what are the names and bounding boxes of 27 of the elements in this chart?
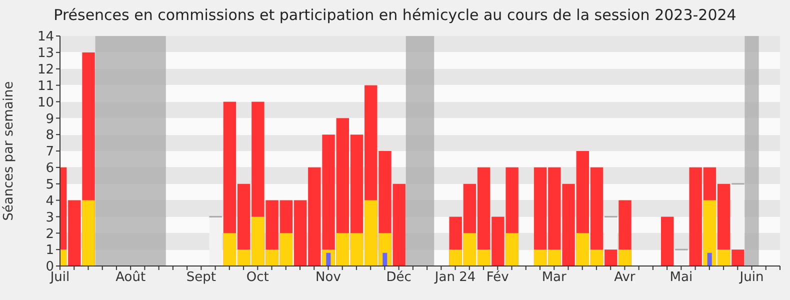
x-tick-label: Oct [246,270,269,286]
y-axis-title: Séances par semaine [2,81,17,221]
x-tick-label: Avr [614,270,636,286]
y-tick-label: 3 [46,210,54,226]
x-tick-label: Fév [486,270,510,286]
chart-title: Présences en commissions et participation en hémicycle au cours de la session 2023-2024 [52,6,738,24]
y-tick-label: 4 [46,194,54,209]
y-tick-label: 8 [46,128,54,144]
x-tick-label: Jan 24 [434,270,476,286]
y-tick-label: 10 [37,95,54,110]
x-tick-label: Nov [316,270,342,286]
x-tick-label: Déc [386,270,412,286]
y-tick-label: 14 [37,30,54,45]
x-tick-label: Mar [542,270,568,286]
y-tick-label: 11 [37,78,54,94]
x-tick-label: Mai [670,270,693,286]
y-tick-label: 13 [37,46,54,62]
y-tick-label: 9 [46,112,54,127]
x-tick-label: Sept [186,270,216,286]
y-tick-label: 12 [37,62,54,78]
y-tick-label: 1 [46,243,54,258]
y-tick-label: 2 [46,226,54,242]
y-tick-label: 5 [46,177,54,192]
x-tick-label: Août [116,270,146,286]
y-tick-label: 6 [46,161,54,176]
y-tick-label: 7 [46,144,54,160]
x-tick-label: Juin [738,270,764,286]
